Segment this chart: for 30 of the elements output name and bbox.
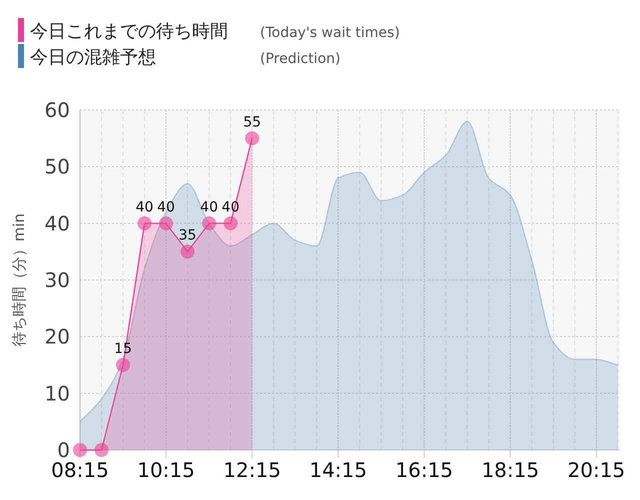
y-tick-label: 40: [44, 211, 70, 236]
point: [159, 216, 174, 230]
y-tick-label: 30: [44, 268, 70, 292]
point: [224, 216, 238, 230]
x-tick-label: 16:15: [395, 458, 454, 482]
data-label: 35: [178, 228, 196, 244]
data-label: 40: [136, 199, 154, 216]
x-tick-label: 12:15: [223, 458, 281, 482]
text: (Prediction): [260, 51, 340, 67]
point: [202, 216, 216, 230]
x-tick-label: 10:15: [137, 458, 195, 482]
point: [180, 244, 195, 259]
y-tick-label: 10: [44, 381, 70, 406]
point: [116, 358, 130, 372]
text: (Today's wait times): [260, 25, 400, 41]
data-label: 40: [200, 199, 218, 216]
data-label: 40: [157, 199, 175, 216]
x-tick-label: 20:15: [568, 458, 626, 482]
x-tick-label: 18:15: [481, 458, 540, 482]
y-tick-label: 20: [44, 324, 70, 349]
y-tick-label: 50: [44, 154, 70, 179]
point: [245, 131, 260, 146]
legend-label: 今日の混雑予想: [30, 47, 156, 68]
y-tick-label: 60: [44, 98, 70, 122]
y-axis-title: 待ち時間（分）min: [10, 213, 28, 347]
x-tick-label: 14:15: [309, 458, 367, 482]
point: [138, 216, 152, 230]
data-label: 55: [243, 114, 262, 130]
point: [94, 443, 109, 457]
legend-label: 今日これまでの待ち時間: [30, 21, 228, 42]
